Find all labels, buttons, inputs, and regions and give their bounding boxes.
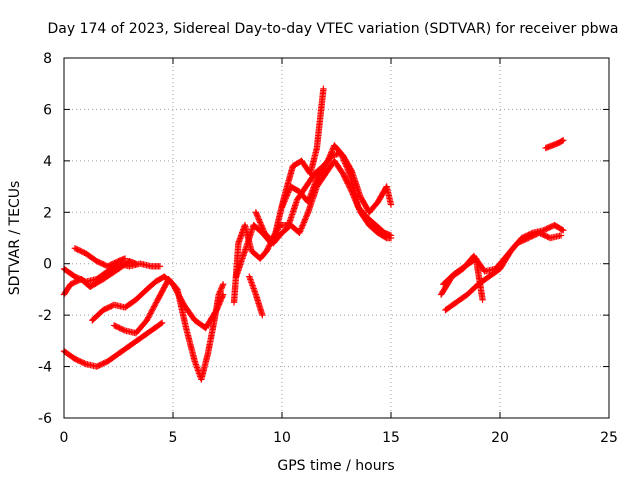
x-tick-label: 20 [491, 430, 509, 446]
plus-markers [440, 255, 486, 303]
plus-markers [110, 275, 227, 383]
x-tick-label: 15 [382, 430, 400, 446]
x-tick-label: 0 [60, 430, 69, 446]
y-tick-label: 2 [43, 205, 52, 221]
y-tick-label: 6 [43, 102, 52, 118]
y-tick-label: -2 [38, 308, 52, 324]
x-tick-label: 5 [169, 430, 178, 446]
plus-markers [278, 142, 395, 216]
series-trace-j [278, 142, 395, 216]
x-axis-label: GPS time / hours [277, 458, 394, 474]
x-tick-label: 25 [600, 430, 618, 446]
series-trace-f [110, 275, 227, 383]
y-tick-label: -6 [38, 411, 52, 427]
series-trace-c [71, 245, 129, 270]
plus-markers [442, 221, 567, 314]
y-tick-label: 4 [43, 154, 52, 170]
y-tick-label: -4 [38, 360, 52, 376]
plus-markers [542, 137, 567, 152]
data-points [60, 85, 567, 383]
x-tick-label: 10 [273, 430, 291, 446]
y-tick-labels: -6 -4 -2 0 2 4 6 8 [38, 51, 52, 427]
plus-markers [246, 273, 266, 319]
plus-markers [60, 319, 166, 370]
y-tick-label: 0 [43, 257, 52, 273]
series-trace-n [440, 255, 486, 303]
tick-marks [63, 57, 610, 419]
chart-title: Day 174 of 2023, Sidereal Day-to-day VTE… [47, 21, 618, 37]
x-tick-labels: 0 5 10 15 20 25 [60, 430, 618, 446]
plus-markers [71, 245, 129, 270]
series-trace-m [442, 221, 567, 314]
y-axis-label: SDTVAR / TECUs [7, 181, 23, 296]
plot-frame [63, 57, 610, 419]
series-trace-e [60, 319, 166, 370]
series-trace-k [246, 273, 266, 319]
y-tick-label: 8 [43, 51, 52, 67]
series-trace-o [542, 137, 567, 152]
plus-markers [252, 157, 395, 247]
series-trace-i [252, 157, 395, 247]
